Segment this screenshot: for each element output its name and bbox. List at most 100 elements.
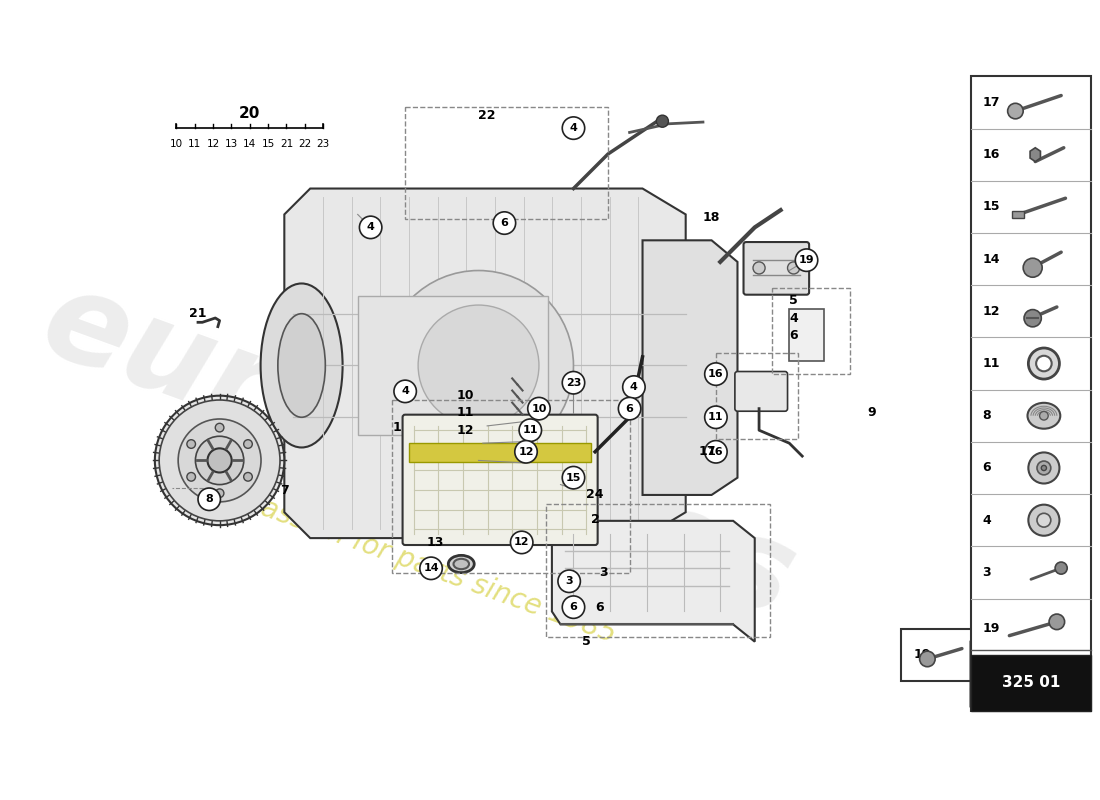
Text: 6: 6 — [500, 218, 508, 228]
Circle shape — [705, 441, 727, 463]
Text: 12: 12 — [514, 538, 529, 547]
Text: 12: 12 — [982, 305, 1000, 318]
Circle shape — [1055, 562, 1067, 574]
Circle shape — [562, 466, 585, 489]
Circle shape — [920, 651, 935, 666]
Text: 3: 3 — [982, 566, 991, 579]
Circle shape — [754, 262, 766, 274]
Circle shape — [657, 115, 669, 127]
Text: 11: 11 — [456, 406, 474, 419]
Text: 12: 12 — [456, 424, 474, 437]
Text: 12: 12 — [207, 139, 220, 150]
Circle shape — [420, 557, 442, 579]
Text: 22: 22 — [298, 139, 311, 150]
Bar — [790, 310, 824, 361]
Circle shape — [208, 448, 232, 473]
Text: 6: 6 — [626, 404, 634, 414]
Text: 14: 14 — [243, 139, 256, 150]
Ellipse shape — [261, 283, 342, 447]
Bar — [358, 297, 548, 434]
Text: 11: 11 — [982, 357, 1000, 370]
Text: 22: 22 — [478, 109, 496, 122]
Circle shape — [1023, 258, 1042, 278]
Text: a passion for parts since 1985: a passion for parts since 1985 — [217, 479, 620, 649]
Text: 13: 13 — [427, 536, 444, 549]
Circle shape — [178, 419, 261, 502]
Circle shape — [1036, 356, 1052, 371]
Text: 12: 12 — [518, 446, 534, 457]
Text: 7: 7 — [280, 484, 288, 497]
Text: 8: 8 — [206, 494, 213, 504]
Circle shape — [795, 249, 817, 271]
Text: 20: 20 — [239, 106, 261, 121]
Polygon shape — [284, 189, 685, 538]
Text: 3: 3 — [600, 566, 608, 579]
Text: eurospares: eurospares — [26, 260, 810, 644]
Text: 4: 4 — [630, 382, 638, 392]
Text: 4: 4 — [789, 311, 797, 325]
Text: 11: 11 — [522, 426, 538, 435]
Circle shape — [1042, 466, 1046, 470]
Circle shape — [1028, 348, 1059, 379]
Bar — [393, 400, 629, 573]
Circle shape — [705, 363, 727, 386]
Circle shape — [155, 396, 284, 525]
FancyBboxPatch shape — [403, 414, 597, 545]
Circle shape — [493, 212, 516, 234]
Text: 14: 14 — [982, 253, 1000, 266]
Bar — [409, 443, 591, 462]
Text: 1: 1 — [393, 421, 400, 434]
Text: 15: 15 — [565, 473, 581, 482]
Text: 21: 21 — [279, 139, 293, 150]
Text: 4: 4 — [366, 222, 375, 232]
Text: 11: 11 — [708, 412, 724, 422]
Circle shape — [1040, 411, 1048, 420]
Circle shape — [510, 531, 532, 554]
Circle shape — [216, 423, 224, 432]
Circle shape — [244, 473, 252, 481]
Text: 6: 6 — [570, 602, 578, 612]
FancyBboxPatch shape — [744, 242, 810, 294]
Text: 19: 19 — [982, 622, 1000, 635]
Text: 4: 4 — [402, 386, 409, 396]
Bar — [902, 629, 997, 681]
Polygon shape — [642, 240, 737, 495]
Text: 19: 19 — [799, 255, 814, 265]
Text: 3: 3 — [565, 576, 573, 586]
Text: 6: 6 — [790, 329, 798, 342]
Circle shape — [1028, 505, 1059, 536]
Bar — [405, 106, 608, 218]
Text: 16: 16 — [708, 446, 724, 457]
Circle shape — [705, 406, 727, 429]
Text: 10: 10 — [456, 389, 474, 402]
Circle shape — [528, 398, 550, 420]
Text: 2: 2 — [591, 513, 600, 526]
Circle shape — [196, 436, 244, 485]
Text: 23: 23 — [565, 378, 581, 388]
Text: 11: 11 — [188, 139, 201, 150]
Polygon shape — [970, 642, 1066, 706]
Ellipse shape — [278, 314, 326, 418]
Circle shape — [198, 488, 220, 510]
Circle shape — [187, 440, 196, 448]
Text: 6: 6 — [595, 601, 604, 614]
Circle shape — [562, 117, 585, 139]
Text: 5: 5 — [789, 294, 797, 307]
Text: 4: 4 — [570, 123, 578, 133]
Circle shape — [1028, 453, 1059, 483]
Text: 15: 15 — [982, 200, 1000, 214]
Bar — [716, 353, 798, 439]
Circle shape — [1008, 103, 1023, 119]
Text: 10: 10 — [169, 139, 183, 150]
Bar — [772, 288, 849, 374]
Text: 4: 4 — [982, 514, 991, 526]
Circle shape — [519, 419, 541, 442]
Bar — [970, 76, 1091, 710]
Text: 8: 8 — [982, 410, 991, 422]
Circle shape — [1049, 614, 1065, 630]
Circle shape — [562, 596, 585, 618]
Circle shape — [1024, 310, 1042, 327]
Text: 6: 6 — [982, 462, 991, 474]
Text: 10: 10 — [531, 404, 547, 414]
FancyBboxPatch shape — [735, 371, 788, 411]
